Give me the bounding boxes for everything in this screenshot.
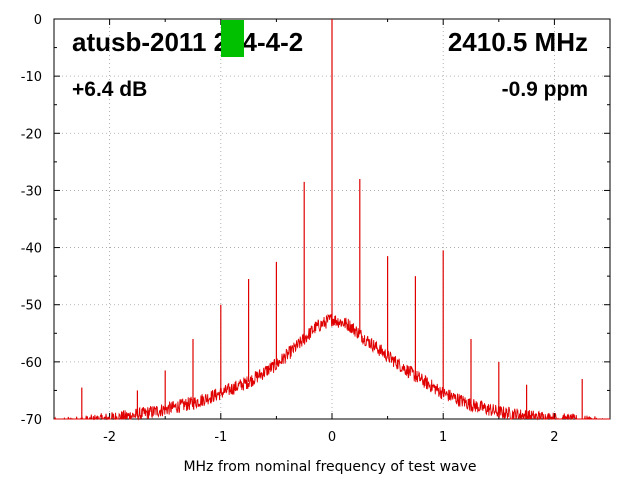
x-tick-label: -2 — [103, 430, 116, 445]
x-tick-label: 1 — [439, 430, 447, 445]
tick-labels: -2 -1 0 1 20-10-20-30-40-50-60-70 — [21, 13, 559, 445]
x-axis-title: MHz from nominal frequency of test wave — [183, 459, 476, 475]
x-tick-label: 0 — [328, 430, 336, 445]
green-marker-block — [221, 20, 244, 57]
y-tick-label: -20 — [21, 127, 42, 142]
y-tick-label: -70 — [21, 413, 42, 428]
y-tick-label: -60 — [21, 356, 42, 371]
y-tick-label: -40 — [21, 242, 42, 257]
x-tick-label: 2 — [550, 430, 558, 445]
frequency-label: 2410.5 MHz — [448, 27, 588, 57]
y-tick-label: 0 — [34, 13, 42, 28]
noise-floor-trace — [54, 313, 610, 421]
y-tick-label: -50 — [21, 299, 42, 314]
y-tick-label: -10 — [21, 70, 42, 85]
x-tick-label: -1 — [214, 430, 227, 445]
gain-label: +6.4 dB — [72, 78, 147, 101]
ppm-label: -0.9 ppm — [502, 78, 588, 101]
spectrum-series — [54, 19, 610, 421]
device-id-label: atusb-2011 214-4-2 — [72, 27, 303, 57]
y-tick-label: -30 — [21, 184, 42, 199]
